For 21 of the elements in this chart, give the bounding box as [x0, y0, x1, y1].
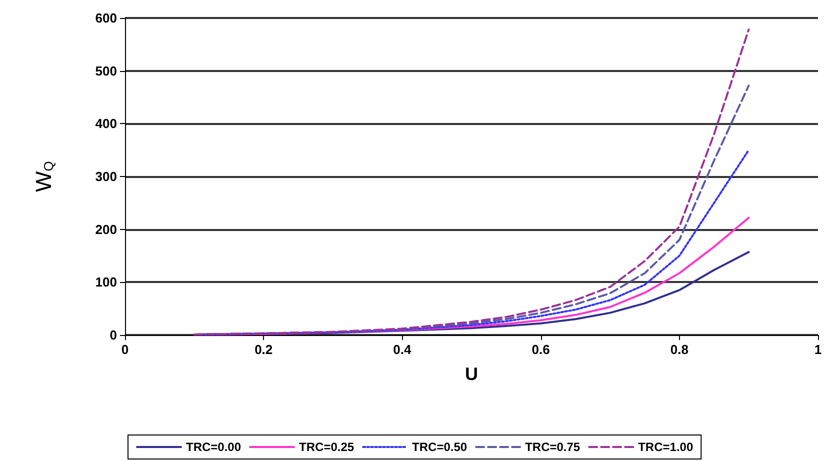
legend-label: TRC=0.50: [412, 440, 468, 454]
y-tick-label: 600: [95, 10, 117, 26]
x-tick-label: 0.2: [254, 342, 273, 357]
x-tick-label: 0.6: [532, 342, 550, 357]
legend-label: TRC=1.00: [638, 440, 694, 454]
y-axis-title: WQ: [31, 161, 56, 192]
y-tick-label: 400: [95, 116, 117, 132]
x-axis-title: U: [465, 364, 478, 384]
y-tick-label: 200: [95, 222, 117, 237]
y-tick-label: 100: [95, 274, 117, 290]
legend-label: TRC=0.75: [525, 440, 580, 454]
y-tick-label: 500: [95, 63, 117, 78]
legend-label: TRC=0.00: [186, 440, 242, 454]
x-tick-label: 0: [121, 342, 129, 357]
line-series: [193, 28, 750, 336]
y-tick-label: 300: [95, 169, 117, 184]
legend-label: TRC=0.25: [299, 440, 354, 454]
x-tick-label: 1: [814, 342, 822, 357]
x-tick-label: 0.8: [670, 342, 688, 357]
y-tick-label: 0: [110, 328, 117, 342]
x-tick-label: 0.4: [393, 342, 412, 357]
